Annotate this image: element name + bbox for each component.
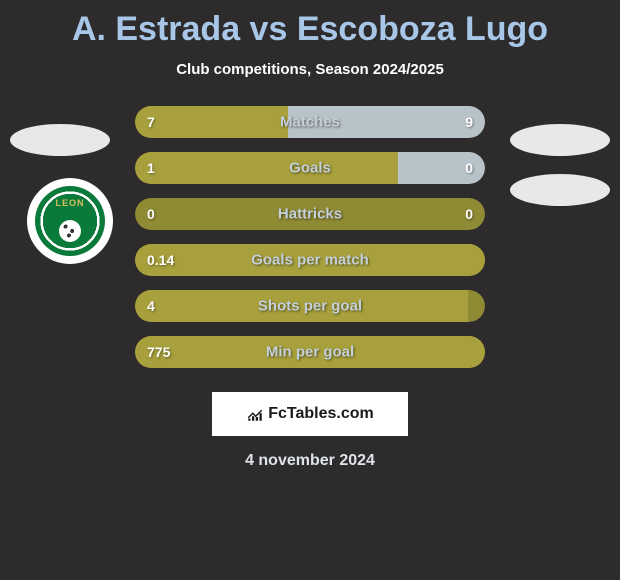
stat-row: 7 9 Matches	[135, 106, 485, 138]
player-right-placeholder-2	[510, 174, 610, 206]
stat-val-left: 0.14	[147, 252, 174, 268]
page-title: A. Estrada vs Escoboza Lugo	[0, 0, 620, 49]
date-text: 4 november 2024	[0, 452, 620, 470]
page-subtitle: Club competitions, Season 2024/2025	[0, 61, 620, 78]
stat-row: 4 Shots per goal	[135, 290, 485, 322]
stat-row: 775 Min per goal	[135, 336, 485, 368]
stat-val-left: 1	[147, 160, 155, 176]
stat-val-left: 0	[147, 206, 155, 222]
stat-val-left: 7	[147, 114, 155, 130]
stat-label: Goals per match	[251, 252, 369, 269]
stat-row: 0 0 Hattricks	[135, 198, 485, 230]
stat-row: 1 0 Goals	[135, 152, 485, 184]
player-right-placeholder-1	[510, 124, 610, 156]
stat-label: Hattricks	[278, 206, 342, 223]
stat-label: Goals	[289, 160, 331, 177]
chart-icon	[246, 405, 264, 423]
stat-val-right: 0	[465, 160, 473, 176]
club-logo-leon: LEON	[27, 178, 113, 264]
brand-text: FcTables.com	[268, 405, 374, 423]
stat-val-left: 4	[147, 298, 155, 314]
stat-bar-left	[135, 152, 398, 184]
soccer-ball-icon	[59, 220, 81, 242]
stat-val-right: 0	[465, 206, 473, 222]
stat-row: 0.14 Goals per match	[135, 244, 485, 276]
stat-label: Shots per goal	[258, 298, 362, 315]
stat-val-left: 775	[147, 344, 170, 360]
player-left-placeholder	[10, 124, 110, 156]
stat-label: Min per goal	[266, 344, 354, 361]
stat-label: Matches	[280, 114, 340, 131]
stat-val-right: 9	[465, 114, 473, 130]
stat-bar-left	[135, 106, 288, 138]
brand-badge[interactable]: FcTables.com	[210, 390, 410, 438]
club-logo-text: LEON	[55, 198, 84, 208]
